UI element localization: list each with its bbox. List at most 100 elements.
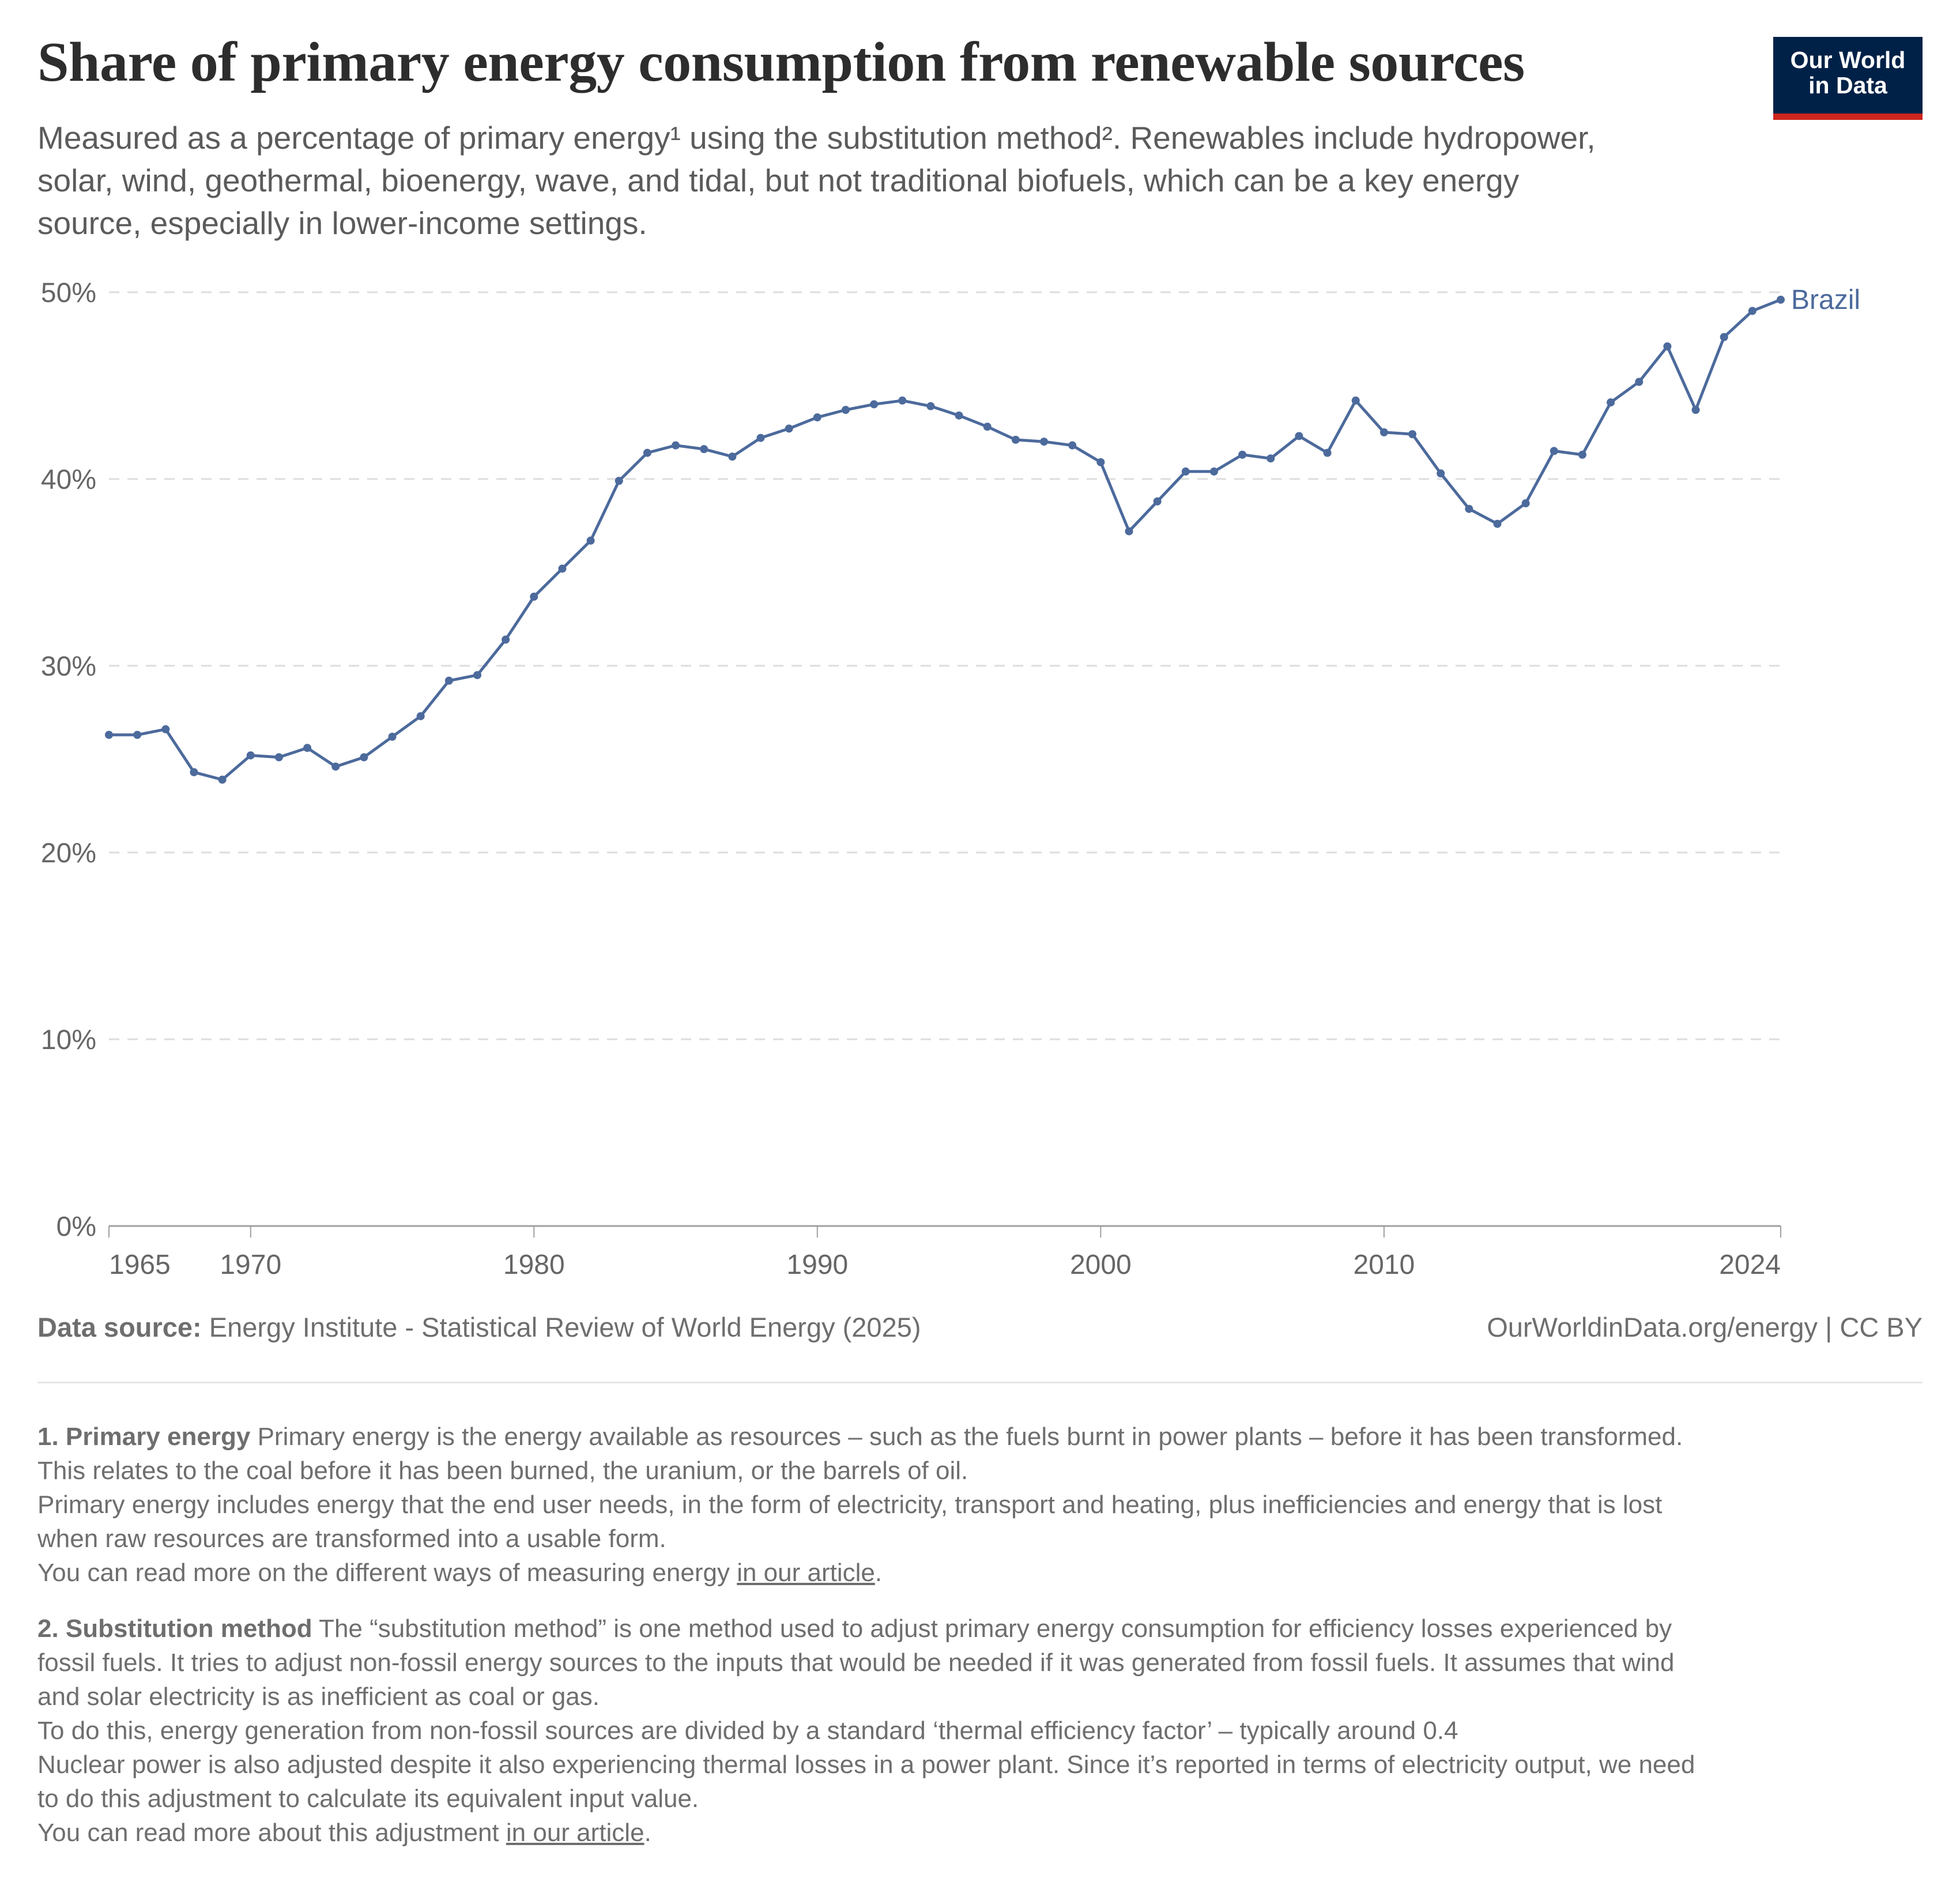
subtitle-line: solar, wind, geothermal, bioenergy, wave…	[37, 163, 1520, 198]
footnote-line: Primary energy is the energy available a…	[257, 1423, 1683, 1451]
data-point	[1493, 519, 1502, 528]
data-point	[1465, 504, 1473, 513]
data-point	[331, 762, 340, 771]
data-point	[1663, 342, 1672, 350]
data-point	[1181, 467, 1190, 476]
punctuation: .	[644, 1819, 651, 1847]
data-point	[700, 445, 708, 454]
data-point	[1437, 469, 1445, 478]
data-point	[530, 593, 538, 601]
data-point	[1607, 398, 1615, 407]
footnote-heading: 2. Substitution method	[37, 1615, 312, 1643]
data-point	[473, 671, 481, 680]
data-point	[1521, 499, 1530, 508]
series-line-brazil	[109, 298, 1781, 782]
data-point	[1578, 450, 1586, 459]
data-point	[105, 730, 113, 739]
footnote-line: when raw resources are transformed into …	[37, 1525, 666, 1553]
y-tick-label: 0%	[56, 1212, 96, 1242]
data-point	[672, 441, 680, 450]
data-point	[246, 751, 255, 760]
data-point	[586, 536, 595, 545]
x-tick-label: 1990	[786, 1250, 848, 1280]
y-tick-label: 20%	[41, 838, 96, 869]
footnote-heading: 1. Primary energy	[37, 1423, 251, 1451]
data-point	[558, 564, 567, 573]
logo-line-1: Our World	[1790, 47, 1906, 73]
chart-subtitle: Measured as a percentage of primary ener…	[37, 116, 1596, 244]
data-point	[1351, 396, 1360, 405]
article-link[interactable]: in our article	[737, 1559, 875, 1587]
data-point	[955, 411, 963, 420]
data-point	[1635, 378, 1644, 386]
data-point	[1096, 458, 1105, 466]
footnotes: 1. Primary energy Primary energy is the …	[37, 1420, 1695, 1872]
data-point	[870, 400, 879, 409]
footnote-line: The “substitution method” is one method …	[319, 1615, 1672, 1643]
data-point	[983, 423, 992, 431]
data-point	[926, 402, 935, 410]
data-point	[1068, 441, 1077, 450]
data-point	[1209, 467, 1218, 476]
data-point	[388, 733, 397, 741]
divider	[37, 1382, 1923, 1383]
data-point	[813, 413, 821, 422]
data-point	[1125, 527, 1133, 535]
series-label: Brazil	[1791, 285, 1860, 315]
data-point	[1691, 406, 1700, 414]
data-point	[444, 676, 453, 685]
y-tick-label: 30%	[41, 651, 96, 682]
x-tick-label: 2024	[1719, 1250, 1781, 1280]
data-point	[1748, 307, 1757, 315]
data-point	[615, 477, 623, 485]
data-point	[360, 753, 368, 761]
data-point	[1550, 447, 1558, 455]
y-tick-label: 40%	[41, 465, 96, 495]
footnote-line: to do this adjustment to calculate its e…	[37, 1785, 699, 1813]
data-point	[190, 768, 198, 776]
footnote-line: You can read more on the different ways …	[37, 1559, 737, 1587]
x-tick-label: 1970	[220, 1250, 281, 1280]
data-point	[274, 753, 283, 761]
data-point	[1777, 295, 1785, 304]
article-link[interactable]: in our article	[506, 1819, 644, 1847]
data-point	[1295, 432, 1303, 440]
data-point	[1408, 430, 1417, 439]
data-source: Data source: Energy Institute - Statisti…	[37, 1311, 921, 1343]
data-point	[1011, 435, 1020, 444]
data-point	[898, 396, 907, 405]
data-point	[1379, 428, 1388, 436]
data-point	[1238, 450, 1247, 459]
chart-title: Share of primary energy consumption from…	[37, 31, 1525, 93]
logo-line-2: in Data	[1808, 72, 1887, 99]
footnote-line: You can read more about this adjustment	[37, 1819, 506, 1847]
owid-logo[interactable]: Our World in Data	[1773, 37, 1923, 120]
data-point	[1323, 448, 1332, 457]
data-point	[1040, 437, 1049, 446]
data-point	[643, 448, 651, 457]
footnote-line: To do this, energy generation from non-f…	[37, 1717, 1458, 1745]
x-tick-label: 1980	[503, 1250, 565, 1280]
data-point	[728, 452, 737, 461]
data-point	[416, 712, 425, 721]
punctuation: .	[875, 1559, 883, 1587]
credit-link[interactable]: OurWorldinData.org/energy | CC BY	[1487, 1312, 1923, 1342]
logo-red-bar	[1773, 114, 1923, 120]
source-text: Energy Institute - Statistical Review of…	[209, 1312, 921, 1342]
x-tick-label: 2010	[1353, 1250, 1415, 1280]
x-tick-label: 2000	[1070, 1250, 1132, 1280]
subtitle-line: Measured as a percentage of primary ener…	[37, 120, 1596, 156]
subtitle-line: source, especially in lower-income setti…	[37, 205, 647, 241]
data-point	[303, 744, 312, 752]
y-tick-label: 10%	[41, 1025, 96, 1055]
footnote-line: Nuclear power is also adjusted despite i…	[37, 1751, 1695, 1779]
footnote-primary-energy: 1. Primary energy Primary energy is the …	[37, 1420, 1695, 1590]
data-point	[161, 725, 170, 734]
line-chart: 0% 10% 20% 30% 40% 50% 1965 1970 1980 1990 2000 201…	[41, 278, 1860, 1280]
data-point	[756, 433, 765, 442]
footnote-line: and solar electricity is as inefficient …	[37, 1683, 600, 1711]
data-point	[218, 775, 227, 784]
data-point	[502, 635, 510, 644]
footnote-line: Primary energy includes energy that the …	[37, 1491, 1663, 1519]
data-point	[841, 406, 850, 414]
